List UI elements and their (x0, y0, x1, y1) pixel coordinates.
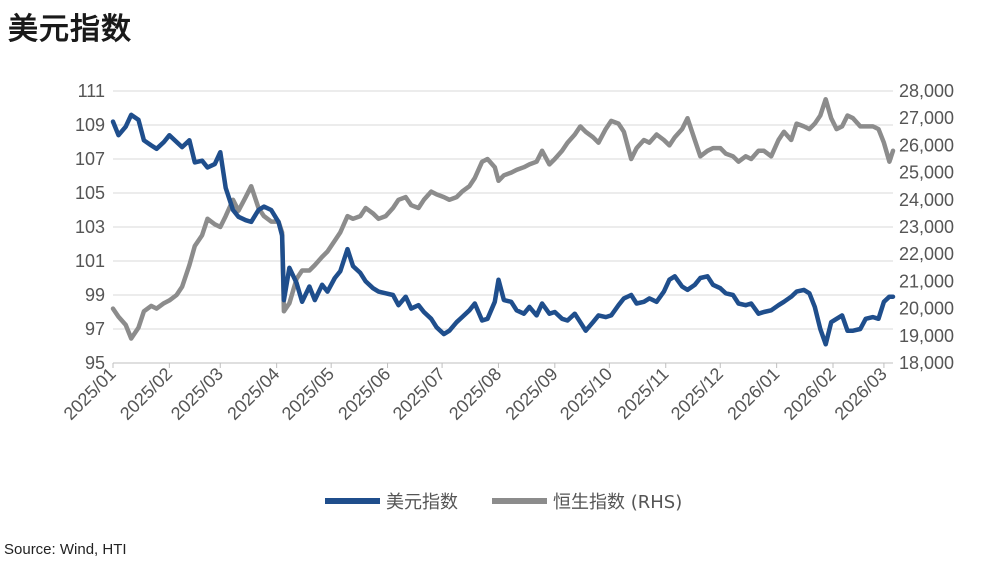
series-line-usd-index (110, 112, 896, 347)
left-tick-label: 107 (75, 149, 105, 169)
x-tick-label: 2025/08 (445, 364, 505, 424)
x-tick-label: 2026/01 (723, 364, 783, 424)
right-tick-label: 21,000 (899, 271, 954, 291)
left-tick-label: 99 (85, 285, 105, 305)
x-tick-label: 2025/11 (613, 364, 672, 423)
left-tick-label: 103 (75, 217, 105, 237)
x-tick-label: 2025/06 (334, 364, 394, 424)
x-tick-label: 2025/12 (667, 364, 727, 424)
x-axis-ticks: 2025/012025/022025/032025/042025/052025/… (60, 363, 891, 424)
right-tick-label: 22,000 (899, 244, 954, 264)
legend-label-hsi: 恒生指数 (RHS) (553, 492, 682, 513)
legend-label-usd-index: 美元指数 (386, 492, 458, 513)
right-tick-label: 24,000 (899, 190, 954, 210)
right-tick-label: 20,000 (899, 299, 954, 319)
left-tick-label: 105 (75, 183, 105, 203)
gridlines (113, 90, 893, 364)
right-tick-label: 26,000 (899, 135, 954, 155)
dual-axis-line-chart: 95 97 99 101 103 105 107 109 111 18,000 19,000 20,… (60, 81, 954, 513)
left-tick-label: 109 (75, 115, 105, 135)
left-axis-ticks: 95 97 99 101 103 105 107 109 111 (75, 81, 105, 373)
left-tick-label: 95 (85, 353, 105, 373)
x-tick-label: 2025/04 (223, 364, 283, 424)
series-layer (110, 96, 896, 347)
series-line-hsi (110, 96, 896, 341)
right-tick-label: 18,000 (899, 353, 954, 373)
x-tick-label: 2025/03 (167, 364, 227, 424)
source-note: Source: Wind, HTI (4, 541, 127, 558)
left-tick-label: 111 (78, 81, 105, 101)
x-tick-label: 2025/02 (116, 364, 176, 424)
x-tick-label: 2025/09 (501, 364, 561, 424)
right-tick-label: 19,000 (899, 326, 954, 346)
x-tick-label: 2025/10 (556, 364, 616, 424)
x-tick-label: 2026/02 (780, 364, 840, 424)
left-tick-label: 101 (75, 251, 105, 271)
right-axis-ticks: 18,000 19,000 20,000 21,000 22,000 23,000 24,0… (899, 81, 954, 373)
x-tick-label: 2025/07 (389, 364, 449, 424)
right-tick-label: 23,000 (899, 217, 954, 237)
left-tick-label: 97 (85, 319, 105, 339)
legend: 美元指数 恒生指数 (RHS) (325, 492, 682, 513)
x-tick-label: 2025/05 (278, 364, 338, 424)
right-tick-label: 27,000 (899, 108, 954, 128)
right-tick-label: 28,000 (899, 81, 954, 101)
page-title: 美元指数 (8, 12, 132, 47)
x-tick-label: 2026/03 (831, 364, 891, 424)
right-tick-label: 25,000 (899, 163, 954, 183)
